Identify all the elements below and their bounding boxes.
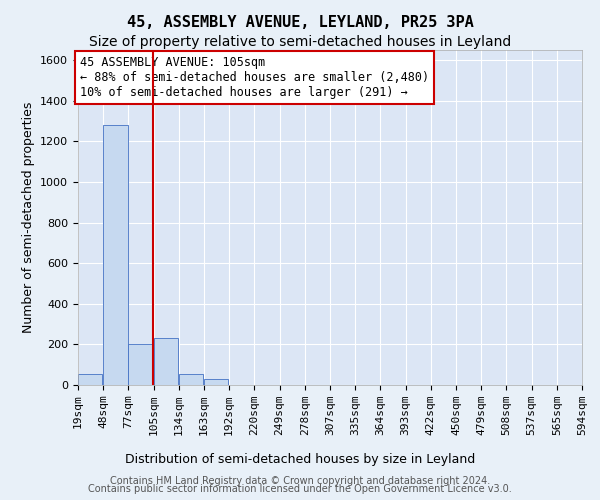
Bar [204, 379, 229, 385]
Bar [103, 125, 128, 385]
Text: Distribution of semi-detached houses by size in Leyland: Distribution of semi-detached houses by … [125, 452, 475, 466]
Bar [179, 374, 203, 385]
Bar [78, 374, 103, 385]
Text: Size of property relative to semi-detached houses in Leyland: Size of property relative to semi-detach… [89, 35, 511, 49]
Text: 45 ASSEMBLY AVENUE: 105sqm
← 88% of semi-detached houses are smaller (2,480)
10%: 45 ASSEMBLY AVENUE: 105sqm ← 88% of semi… [80, 56, 429, 99]
Bar [128, 344, 153, 385]
Text: Contains public sector information licensed under the Open Government Licence v3: Contains public sector information licen… [88, 484, 512, 494]
Text: Contains HM Land Registry data © Crown copyright and database right 2024.: Contains HM Land Registry data © Crown c… [110, 476, 490, 486]
Text: 45, ASSEMBLY AVENUE, LEYLAND, PR25 3PA: 45, ASSEMBLY AVENUE, LEYLAND, PR25 3PA [127, 15, 473, 30]
Bar [154, 338, 178, 385]
Y-axis label: Number of semi-detached properties: Number of semi-detached properties [22, 102, 35, 333]
